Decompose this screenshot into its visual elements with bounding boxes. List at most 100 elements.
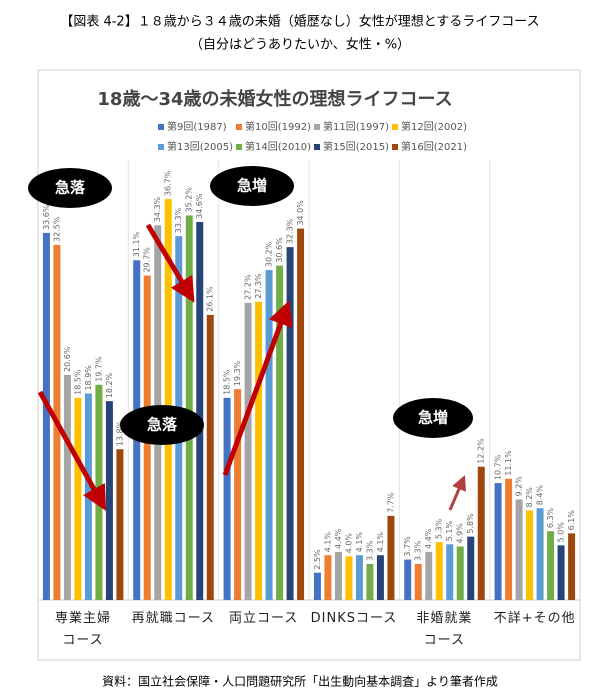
annotation: 急落 xyxy=(147,416,178,434)
value-label: 5.8% xyxy=(466,513,475,534)
bar xyxy=(477,466,485,600)
header-subtitle: （自分はどうありたいか、女性・%） xyxy=(190,37,410,53)
annotations: 急落 急落 急増 急増 xyxy=(28,166,473,511)
value-label: 3.3% xyxy=(365,540,374,561)
value-label: 32.5% xyxy=(52,216,61,242)
bar xyxy=(63,374,71,600)
value-label: 34.6% xyxy=(195,193,204,219)
value-label: 30.6% xyxy=(275,237,284,263)
bar xyxy=(297,228,305,601)
bar xyxy=(355,555,363,600)
legend-label: 第12回(2002) xyxy=(401,120,467,133)
bar xyxy=(265,270,273,600)
value-label: 11.1% xyxy=(504,450,513,476)
value-label: 31.1% xyxy=(132,231,141,257)
bar xyxy=(494,483,502,600)
value-label: 6.3% xyxy=(546,507,555,528)
value-label: 19.3% xyxy=(233,360,242,386)
arrow xyxy=(222,300,293,476)
value-label: 4.9% xyxy=(456,523,465,544)
legend-swatch xyxy=(236,144,242,150)
value-label: 9.2% xyxy=(515,476,524,497)
annotation: 急増 xyxy=(418,409,448,427)
value-label: 8.4% xyxy=(536,485,545,506)
value-label: 5.3% xyxy=(435,518,444,539)
header-title: 【図表 4-2】１８歳から３４歳の未婚（婚歴なし）女性が理想とするライフコース xyxy=(60,14,539,30)
annotation-bubble xyxy=(210,166,294,206)
bar xyxy=(42,232,50,601)
bar xyxy=(568,533,576,600)
value-label: 4.0% xyxy=(344,533,353,554)
annotation: 急増 xyxy=(237,177,267,195)
legend-swatch xyxy=(314,124,320,130)
arrow xyxy=(37,390,107,511)
bar xyxy=(84,393,92,600)
value-label: 4.4% xyxy=(424,528,433,549)
bar xyxy=(515,499,523,600)
value-label: 26.1% xyxy=(206,286,215,312)
value-label: 10.7% xyxy=(494,454,503,480)
legend-label: 第14回(2010) xyxy=(245,140,311,153)
legend-label: 第11回(1997) xyxy=(323,120,389,133)
annotation-bubble xyxy=(28,168,112,208)
value-label: 2.5% xyxy=(313,549,322,570)
legend-swatch xyxy=(392,144,398,150)
bar xyxy=(313,572,321,600)
bar xyxy=(536,508,544,600)
bar xyxy=(425,551,433,600)
legend-label: 第15回(2015) xyxy=(323,140,389,153)
legend-swatch xyxy=(236,124,242,130)
bar xyxy=(526,510,534,600)
x-tick-label: DINKSコース xyxy=(310,611,398,626)
bar xyxy=(435,542,443,600)
bar xyxy=(164,199,172,601)
bar xyxy=(196,221,204,600)
value-label: 4.1% xyxy=(376,531,385,552)
value-label: 36.7% xyxy=(164,170,173,196)
value-label: 18.9% xyxy=(84,365,93,391)
value-label: 18.5% xyxy=(73,369,82,395)
bar xyxy=(345,556,353,600)
value-label: 8.2% xyxy=(525,487,534,508)
value-label: 7.7% xyxy=(386,492,395,513)
bar xyxy=(387,515,395,600)
bar xyxy=(276,265,284,600)
bar xyxy=(244,302,252,600)
bar xyxy=(255,301,263,600)
arrow xyxy=(145,223,195,303)
bar xyxy=(557,545,565,600)
value-label: 35.2% xyxy=(185,187,194,213)
legend-swatch xyxy=(158,144,164,150)
chart-title: 18歳～34歳の未婚女性の理想ライフコース xyxy=(97,88,452,110)
legend-label: 第13回(2005) xyxy=(167,140,233,153)
bar xyxy=(505,478,513,600)
value-label: 3.7% xyxy=(403,536,412,557)
legend-swatch xyxy=(314,144,320,150)
value-label: 33.6% xyxy=(42,204,51,230)
bar xyxy=(223,397,231,600)
bar xyxy=(376,555,384,600)
x-tick-label: 不詳+その他 xyxy=(493,611,576,626)
value-label: 6.1% xyxy=(567,510,576,531)
value-label: 32.3% xyxy=(286,218,295,244)
value-label: 5.1% xyxy=(445,521,454,542)
value-label: 4.4% xyxy=(334,528,343,549)
bar xyxy=(404,559,412,600)
value-label: 12.2% xyxy=(477,438,486,464)
arrow xyxy=(448,475,466,511)
bar xyxy=(286,247,294,600)
value-label: 5.0% xyxy=(557,522,566,543)
bar xyxy=(334,551,342,600)
value-label: 13.8% xyxy=(115,420,124,446)
bar xyxy=(467,536,475,600)
legend-swatch xyxy=(392,124,398,130)
bar xyxy=(547,531,555,600)
value-label: 30.2% xyxy=(265,241,274,267)
value-label: 3.3% xyxy=(414,540,423,561)
bar xyxy=(116,449,124,600)
legend-label: 第16回(2021) xyxy=(401,140,467,153)
bar xyxy=(206,314,214,600)
value-label: 34.3% xyxy=(153,196,162,222)
